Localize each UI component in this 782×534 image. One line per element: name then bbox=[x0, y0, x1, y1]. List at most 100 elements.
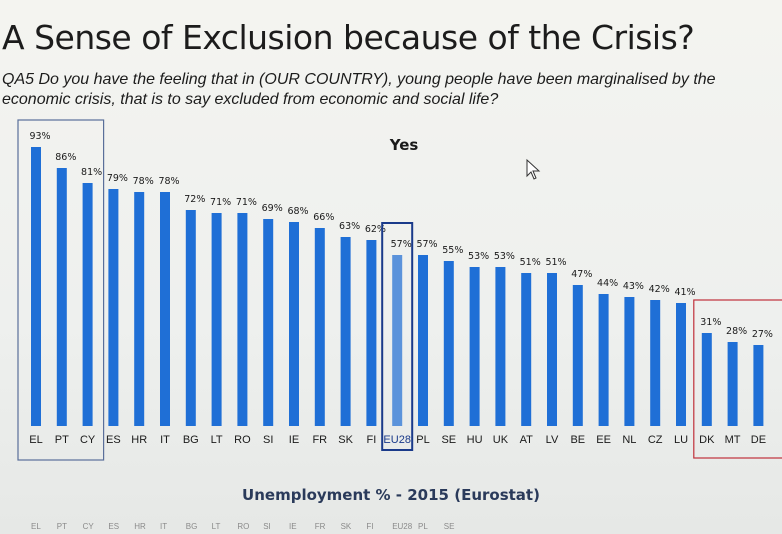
unemployment-label-bg: BG bbox=[185, 522, 198, 531]
data-label-cz: 42% bbox=[649, 284, 670, 295]
category-label-fr: FR bbox=[312, 434, 327, 446]
page-title: A Sense of Exclusion because of the Cris… bbox=[2, 18, 695, 57]
category-label-sk: SK bbox=[338, 434, 353, 446]
category-label-ee: EE bbox=[596, 434, 611, 446]
bar-chart: Yes 93% EL 86% PT 81% CY 79% ES 78% HR 78% IT 72% BG 71… bbox=[17, 119, 782, 461]
top-group-box bbox=[17, 119, 105, 461]
category-label-el: EL bbox=[29, 434, 42, 446]
category-label-ie: IE bbox=[289, 434, 299, 446]
category-label-cy: CY bbox=[80, 434, 96, 446]
data-label-lv: 51% bbox=[545, 257, 566, 268]
bar-si bbox=[263, 219, 274, 426]
bar-nl bbox=[624, 297, 635, 426]
bar-dk bbox=[701, 333, 712, 426]
data-label-uk: 53% bbox=[494, 251, 515, 262]
data-label-se: 55% bbox=[442, 245, 463, 256]
chart-title: Yes bbox=[389, 136, 419, 154]
category-label-cz: CZ bbox=[648, 434, 663, 446]
bar-pt bbox=[56, 168, 67, 426]
category-label-nl: NL bbox=[622, 434, 636, 446]
category-label-se: SE bbox=[441, 434, 456, 446]
data-label-cy: 81% bbox=[81, 167, 102, 178]
category-label-lt: LT bbox=[211, 434, 223, 446]
data-label-fi: 62% bbox=[365, 224, 386, 235]
data-label-es: 79% bbox=[107, 173, 128, 184]
category-label-es: ES bbox=[106, 434, 121, 446]
bar-lv bbox=[547, 273, 557, 426]
bar-mt bbox=[727, 342, 738, 426]
data-label-el: 93% bbox=[29, 131, 50, 142]
data-label-ro: 71% bbox=[236, 197, 257, 208]
data-label-lt: 71% bbox=[210, 197, 231, 208]
unemployment-label-cy: CY bbox=[82, 522, 94, 531]
bar-bg bbox=[185, 210, 196, 426]
category-label-at: AT bbox=[520, 434, 534, 446]
data-label-be: 47% bbox=[571, 269, 592, 280]
bar-lt bbox=[211, 213, 222, 426]
data-label-pt: 86% bbox=[55, 152, 76, 163]
data-label-si: 69% bbox=[262, 203, 283, 214]
unemployment-label-it: IT bbox=[160, 522, 168, 531]
data-label-lu: 41% bbox=[674, 287, 695, 298]
survey-question: QA5 Do you have the feeling that in (OUR… bbox=[2, 71, 716, 108]
bar-de bbox=[753, 345, 764, 426]
category-label-pl: PL bbox=[416, 434, 429, 446]
data-label-dk: 31% bbox=[700, 317, 721, 328]
data-label-eu28: 57% bbox=[391, 239, 412, 250]
category-label-bg: BG bbox=[183, 434, 199, 446]
bar-hr bbox=[134, 192, 145, 426]
bar-fr bbox=[314, 228, 325, 426]
unemployment-label-es: ES bbox=[108, 522, 120, 531]
bar-cy bbox=[82, 183, 93, 426]
bar-be bbox=[572, 285, 583, 426]
category-label-si: SI bbox=[263, 434, 273, 446]
bar-se bbox=[443, 261, 454, 426]
bar-ie bbox=[289, 222, 299, 426]
eu28-highlight-box bbox=[381, 222, 414, 451]
category-label-uk: UK bbox=[493, 434, 509, 446]
data-label-de: 27% bbox=[752, 329, 773, 340]
unemployment-label-pl: PL bbox=[418, 522, 428, 531]
bar-cz bbox=[650, 300, 661, 426]
bar-ee bbox=[598, 294, 609, 426]
data-label-nl: 43% bbox=[623, 281, 644, 292]
data-label-at: 51% bbox=[520, 257, 541, 268]
bar-es bbox=[108, 189, 119, 426]
category-label-lu: LU bbox=[674, 434, 688, 446]
category-label-hu: HU bbox=[467, 434, 483, 446]
unemployment-label-ro: RO bbox=[237, 522, 250, 531]
bar-lu bbox=[676, 303, 686, 426]
category-label-pt: PT bbox=[55, 434, 69, 446]
data-label-ie: 68% bbox=[287, 206, 308, 217]
unemployment-label-sk: SK bbox=[340, 522, 352, 531]
unemployment-label-se: SE bbox=[443, 522, 455, 531]
unemployment-label-el: EL bbox=[31, 522, 41, 531]
unemployment-label-lt: LT bbox=[211, 522, 221, 531]
data-label-pl: 57% bbox=[416, 239, 437, 250]
unemployment-label-fr: FR bbox=[314, 522, 326, 531]
data-label-fr: 66% bbox=[313, 212, 334, 223]
unemployment-label-ie: IE bbox=[289, 522, 297, 531]
data-label-ee: 44% bbox=[597, 278, 618, 289]
unemployment-label-pt: PT bbox=[56, 522, 68, 531]
unemployment-axis-labels: EL PT CY ES HR IT BG LT RO SI IE FR SK FI EU28 PL SE bbox=[0, 522, 782, 534]
bar-pl bbox=[418, 255, 428, 426]
category-label-it: IT bbox=[160, 434, 170, 446]
data-label-it: 78% bbox=[158, 176, 179, 187]
bar-fi bbox=[366, 240, 377, 426]
bar-uk bbox=[495, 267, 506, 426]
category-label-dk: DK bbox=[699, 434, 715, 446]
category-label-eu28: EU28 bbox=[383, 434, 411, 446]
unemployment-label-eu28: EU28 bbox=[392, 522, 413, 531]
unemployment-label-fi: FI bbox=[366, 522, 374, 531]
bar-hu bbox=[469, 267, 480, 426]
unemployment-label-hr: HR bbox=[134, 522, 146, 531]
bar-eu28 bbox=[392, 255, 403, 426]
data-label-sk: 63% bbox=[339, 221, 360, 232]
bar-el bbox=[31, 147, 41, 426]
bar-sk bbox=[340, 237, 351, 426]
category-label-fi: FI bbox=[367, 434, 377, 446]
bar-ro bbox=[237, 213, 248, 426]
category-label-ro: RO bbox=[234, 434, 251, 446]
unemployment-label-si: SI bbox=[263, 522, 271, 531]
